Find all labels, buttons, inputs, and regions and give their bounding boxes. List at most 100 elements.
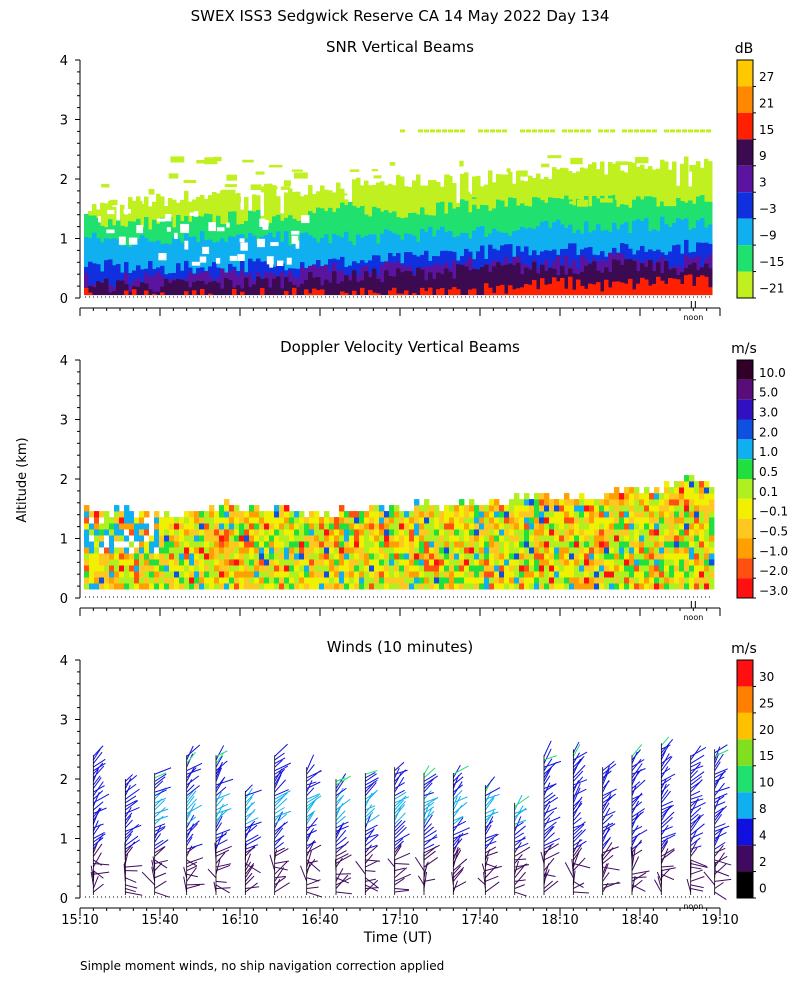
wind-barb [631, 779, 646, 793]
doppler-cell [174, 547, 180, 554]
wind-barb [543, 748, 552, 764]
doppler-cell [134, 553, 140, 560]
doppler-cell [394, 535, 400, 542]
colorbar-label: −0.1 [759, 505, 788, 519]
wind-barb [631, 749, 641, 761]
wind-barb [186, 873, 198, 878]
doppler-cell [134, 535, 140, 542]
doppler-cell [449, 529, 455, 536]
snr-blob [496, 174, 509, 178]
doppler-cell [124, 541, 130, 548]
doppler-cell [694, 505, 700, 512]
doppler-cell [294, 559, 300, 566]
doppler-cell [99, 541, 105, 548]
snr-cell [612, 259, 617, 296]
doppler-cell [344, 535, 350, 542]
doppler-cell [234, 511, 240, 518]
snr-cell [88, 292, 93, 296]
doppler-cell [219, 505, 225, 512]
doppler-cell [224, 541, 230, 548]
doppler-cell [309, 565, 315, 572]
doppler-cell [544, 559, 550, 566]
doppler-cell [159, 529, 165, 536]
doppler-cell [689, 577, 695, 584]
doppler-cell [504, 559, 510, 566]
doppler-cell [524, 523, 530, 530]
snr-cell [188, 272, 193, 296]
doppler-cell [669, 511, 675, 518]
wind-barb [394, 819, 403, 829]
doppler-cell [109, 571, 115, 578]
doppler-cell [224, 511, 230, 518]
doppler-cell [159, 535, 165, 542]
wind-barb [125, 824, 142, 832]
doppler-cell [644, 565, 650, 572]
doppler-cell [399, 577, 405, 584]
doppler-cell [549, 565, 555, 572]
doppler-cell [614, 553, 620, 560]
doppler-cell [554, 583, 560, 590]
wind-barb [543, 851, 560, 861]
doppler-cell [309, 541, 315, 548]
doppler-cell [629, 547, 635, 554]
wind-barb [572, 744, 581, 757]
doppler-cell [439, 547, 445, 554]
wind-barb [481, 863, 486, 875]
doppler-cell [119, 571, 125, 578]
doppler-cell [314, 517, 320, 524]
doppler-cell [544, 529, 550, 536]
wind-barb [714, 749, 729, 757]
doppler-cell [369, 523, 375, 530]
doppler-cell [624, 499, 630, 506]
doppler-cell [134, 571, 140, 578]
doppler-cell [704, 583, 710, 590]
doppler-cell [124, 571, 130, 578]
snr-cell [284, 291, 289, 296]
wind-barb [274, 876, 286, 886]
wind-barb [365, 834, 379, 847]
wind-barb [154, 827, 166, 836]
wind-barb [690, 866, 702, 870]
doppler-cell [689, 505, 695, 512]
doppler-cell [114, 505, 120, 512]
wind-barb [485, 863, 498, 869]
doppler-cell [664, 487, 670, 494]
doppler-cell [214, 583, 220, 590]
doppler-cell [639, 493, 645, 500]
snr-blob [170, 156, 185, 163]
wind-barb [660, 841, 669, 854]
y-tick-label: 2 [60, 173, 68, 188]
snr-gap [189, 212, 196, 216]
wind-barb [714, 891, 727, 900]
doppler-cell [664, 535, 670, 542]
wind-barb [124, 815, 132, 825]
wind-barb [306, 841, 315, 850]
doppler-cell [204, 529, 210, 536]
doppler-cell [464, 541, 470, 548]
doppler-cell [554, 541, 560, 548]
snr-cell [204, 270, 209, 296]
doppler-cell [689, 517, 695, 524]
doppler-cell [259, 529, 265, 536]
snr-cell [536, 273, 541, 296]
colorbar-swatch [737, 379, 753, 400]
doppler-cell [609, 523, 615, 530]
snr-blob [339, 193, 348, 196]
doppler-cell [594, 505, 600, 512]
doppler-cell [699, 553, 705, 560]
doppler-cell [674, 511, 680, 518]
doppler-cell [274, 571, 280, 578]
wind-barb [453, 776, 464, 786]
doppler-cell [559, 559, 565, 566]
doppler-cell [514, 523, 520, 530]
doppler-cell [149, 565, 155, 572]
snr-cell [488, 271, 493, 296]
doppler-cell [584, 535, 590, 542]
doppler-cell [324, 583, 330, 590]
doppler-cell [604, 505, 610, 512]
wind-barb [335, 815, 346, 825]
wind-barb [215, 845, 232, 854]
doppler-cell [604, 511, 610, 518]
wind-barb [306, 877, 320, 882]
doppler-cell [199, 541, 205, 548]
